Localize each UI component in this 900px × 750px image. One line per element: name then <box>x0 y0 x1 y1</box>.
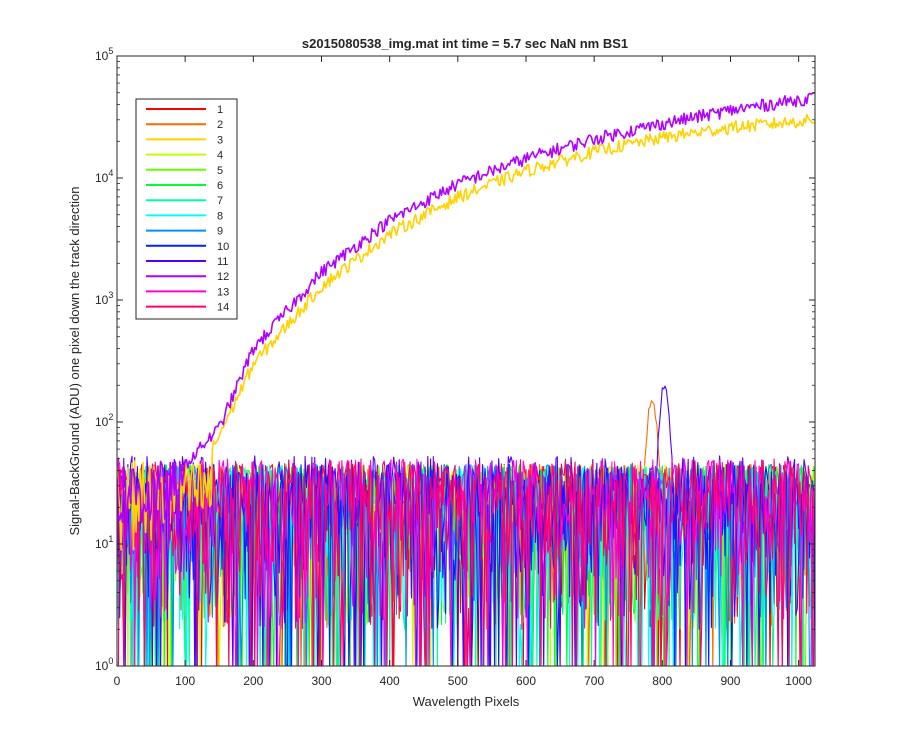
legend-label-5: 5 <box>217 165 223 177</box>
y-tick-label: 100 <box>95 656 113 673</box>
x-tick-label: 900 <box>720 674 740 688</box>
y-tick-label: 102 <box>95 412 113 429</box>
legend-label-7: 7 <box>217 195 223 207</box>
x-tick-label: 600 <box>516 674 536 688</box>
y-tick-label: 105 <box>95 46 113 63</box>
legend-label-9: 9 <box>217 226 223 238</box>
chart-title: s2015080538_img.mat int time = 5.7 sec N… <box>302 36 628 51</box>
legend-label-12: 12 <box>217 271 229 283</box>
x-tick-label: 1000 <box>785 674 812 688</box>
series-line-13 <box>117 458 815 666</box>
y-tick-label: 104 <box>95 168 113 185</box>
legend-label-10: 10 <box>217 241 229 253</box>
y-tick-label: 103 <box>95 290 113 307</box>
x-tick-label: 300 <box>311 674 331 688</box>
series-line-12 <box>117 91 815 544</box>
legend-label-13: 13 <box>217 286 229 298</box>
y-axis-label: Signal-BackGround (ADU) one pixel down t… <box>67 186 82 535</box>
x-tick-label: 500 <box>448 674 468 688</box>
x-axis-label: Wavelength Pixels <box>413 694 520 709</box>
legend-label-1: 1 <box>217 104 223 116</box>
legend-label-8: 8 <box>217 210 223 222</box>
legend-label-14: 14 <box>217 302 229 314</box>
series-line-3 <box>117 113 815 551</box>
legend-label-6: 6 <box>217 180 223 192</box>
series-layer <box>117 91 815 666</box>
y-tick-label: 101 <box>95 534 113 551</box>
x-tick-label: 400 <box>380 674 400 688</box>
x-tick-label: 700 <box>584 674 604 688</box>
x-tick-label: 200 <box>243 674 263 688</box>
x-tick-label: 0 <box>114 674 121 688</box>
x-axis: 0 100 200 300 400 500 600 700 800 900 1000 <box>114 56 812 688</box>
legend-label-2: 2 <box>217 119 223 131</box>
legend-box <box>135 98 238 320</box>
plot-frame <box>116 55 816 667</box>
legend-label-11: 11 <box>217 256 228 268</box>
legend-label-4: 4 <box>217 150 223 162</box>
x-tick-label: 800 <box>652 674 672 688</box>
legend-label-3: 3 <box>217 134 223 146</box>
x-tick-label: 100 <box>175 674 195 688</box>
series-line-14 <box>117 458 815 666</box>
